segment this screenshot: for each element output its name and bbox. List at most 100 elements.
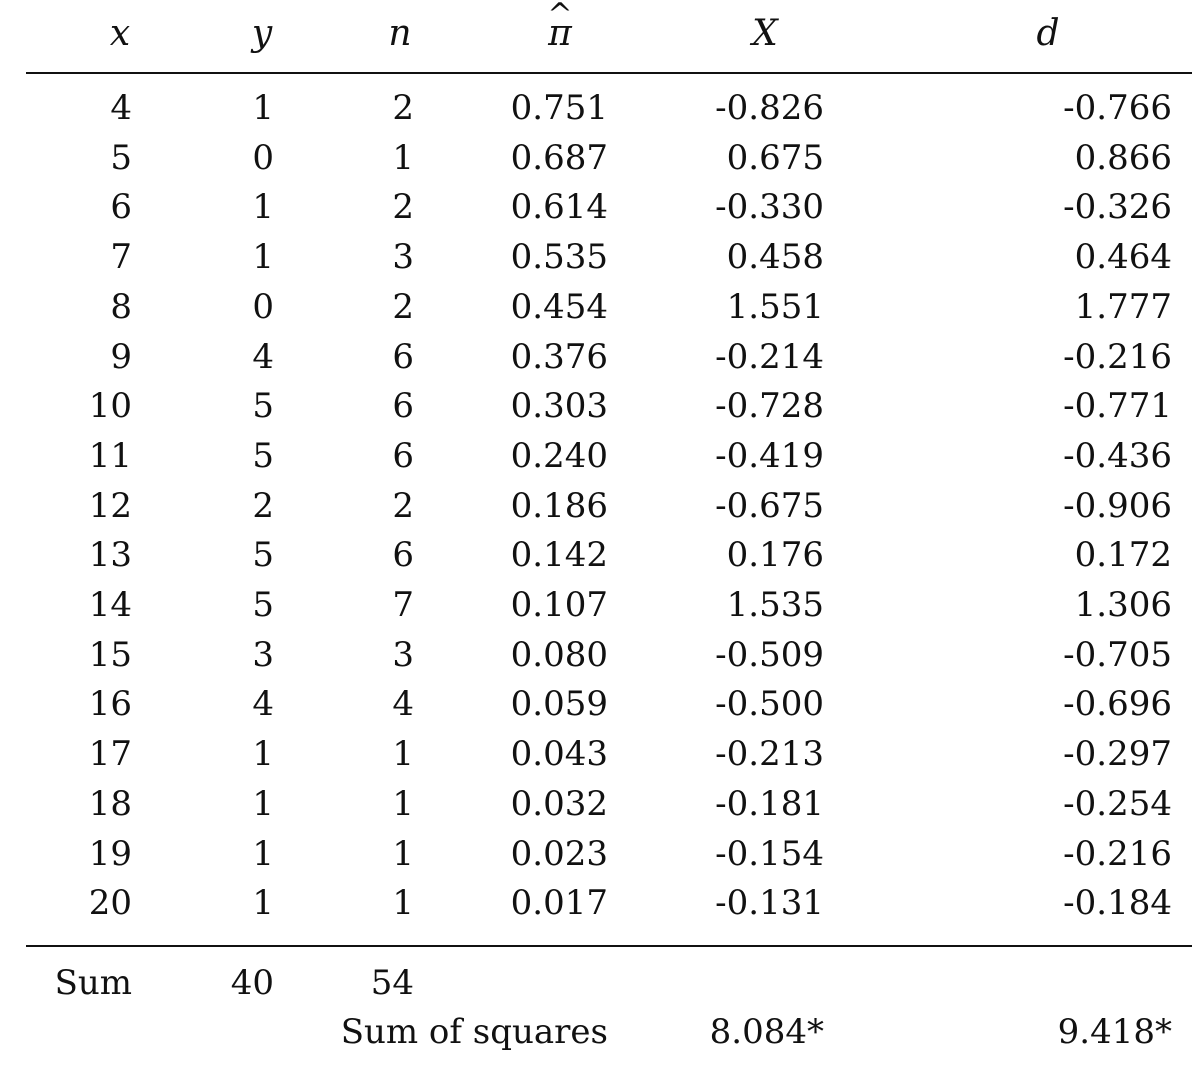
cell-deviance-residual: -0.766 <box>1063 88 1172 128</box>
cell-pearson-residual: -0.181 <box>715 783 824 824</box>
cell-deviance-residual: -0.771 <box>1063 386 1172 427</box>
cell-n: 6 <box>392 336 414 377</box>
cell-n: 3 <box>392 634 414 675</box>
cell-y: 5 <box>252 585 274 625</box>
header-x: x <box>109 13 131 54</box>
cell-y: 4 <box>252 336 274 377</box>
cell-deviance-residual: -0.216 <box>1063 336 1172 377</box>
cell-x: 9 <box>110 336 132 377</box>
cell-pi-hat: 0.186 <box>510 485 608 526</box>
cell-pearson-residual: -0.154 <box>715 833 824 874</box>
cell-pi-hat: 0.751 <box>510 88 608 128</box>
cell-n: 2 <box>392 485 414 526</box>
cell-y: 5 <box>252 386 274 427</box>
cell-x: 6 <box>110 187 132 228</box>
cell-n: 1 <box>392 137 414 178</box>
cell-x: 14 <box>88 585 132 625</box>
cell-pi-hat: 0.043 <box>510 734 608 775</box>
cell-x: 18 <box>88 783 132 824</box>
cell-pearson-residual: 0.675 <box>726 137 824 178</box>
cell-pearson-residual: -0.419 <box>715 435 824 476</box>
cell-pi-hat: 0.535 <box>510 237 608 278</box>
cell-n: 7 <box>392 585 414 625</box>
cell-y: 0 <box>252 286 274 327</box>
cell-deviance-residual: 0.464 <box>1074 237 1172 278</box>
cell-n: 4 <box>392 684 414 725</box>
cell-y: 5 <box>252 435 274 476</box>
bottom-rule <box>26 945 1192 947</box>
cell-y: 1 <box>252 833 274 874</box>
cell-pearson-residual: -0.500 <box>715 684 824 725</box>
cell-y: 3 <box>252 634 274 675</box>
cell-pi-hat: 0.687 <box>510 137 608 178</box>
cell-pearson-residual: -0.330 <box>715 187 824 228</box>
cell-pearson-residual: -0.131 <box>715 883 824 924</box>
cell-n: 3 <box>392 237 414 278</box>
cell-pi-hat: 0.376 <box>510 336 608 377</box>
cell-pearson-residual: -0.728 <box>715 386 824 427</box>
cell-pi-hat: 0.080 <box>510 634 608 675</box>
cell-pearson-residual: 0.176 <box>726 535 824 576</box>
cell-pearson-residual: -0.675 <box>715 485 824 526</box>
cell-pearson-residual: -0.213 <box>715 734 824 775</box>
top-rule <box>26 72 1192 74</box>
cell-y: 1 <box>252 883 274 924</box>
cell-x: 11 <box>88 435 132 476</box>
cell-y: 1 <box>252 187 274 228</box>
cell-deviance-residual: -0.705 <box>1063 634 1172 675</box>
header-pearson-residual: X <box>752 13 778 54</box>
cell-x: 15 <box>88 634 132 675</box>
cell-deviance-residual: -0.326 <box>1063 187 1172 228</box>
cell-pi-hat: 0.454 <box>510 286 608 327</box>
cell-n: 1 <box>392 783 414 824</box>
cell-x: 7 <box>110 237 132 278</box>
cell-pi-hat: 0.614 <box>510 187 608 228</box>
cell-y: 2 <box>252 485 274 526</box>
cell-deviance-residual: -0.184 <box>1063 883 1172 924</box>
header-n: n <box>388 13 412 54</box>
cell-x: 13 <box>88 535 132 576</box>
cell-pi-hat: 0.107 <box>510 585 608 625</box>
cell-deviance-residual: -0.216 <box>1063 833 1172 874</box>
pi-hat-symbol: π <box>548 13 572 54</box>
cell-x: 19 <box>88 833 132 874</box>
cell-pi-hat: 0.142 <box>510 535 608 576</box>
cell-pi-hat: 0.059 <box>510 684 608 725</box>
cell-n: 6 <box>392 435 414 476</box>
cell-pi-hat: 0.023 <box>510 833 608 874</box>
cell-n: 1 <box>392 734 414 775</box>
cell-deviance-residual: -0.436 <box>1063 435 1172 476</box>
cell-pearson-residual: -0.509 <box>715 634 824 675</box>
cell-deviance-residual: -0.906 <box>1063 485 1172 526</box>
cell-n: 2 <box>392 286 414 327</box>
cell-pi-hat: 0.017 <box>510 883 608 924</box>
cell-n: 1 <box>392 833 414 874</box>
cell-x: 12 <box>88 485 132 526</box>
cell-x: 5 <box>110 137 132 178</box>
sum-n: 54 <box>370 963 414 1003</box>
cell-deviance-residual: -0.297 <box>1063 734 1172 775</box>
header-y: y <box>251 13 273 54</box>
cell-n: 1 <box>392 883 414 924</box>
cell-n: 6 <box>392 386 414 427</box>
cell-n: 6 <box>392 535 414 576</box>
cell-y: 1 <box>252 783 274 824</box>
cell-pearson-residual: -0.826 <box>715 88 824 128</box>
cell-deviance-residual: -0.254 <box>1063 783 1172 824</box>
pi-hat-accent: ^ <box>547 0 573 32</box>
sum-y: 40 <box>230 963 274 1003</box>
cell-y: 0 <box>252 137 274 178</box>
sum-of-squares-X: 8.084* <box>709 1012 824 1052</box>
cell-pearson-residual: 0.458 <box>726 237 824 278</box>
cell-pi-hat: 0.303 <box>510 386 608 427</box>
cell-pi-hat: 0.032 <box>510 783 608 824</box>
cell-x: 20 <box>88 883 132 924</box>
cell-y: 5 <box>252 535 274 576</box>
sum-of-squares-label: Sum of squares <box>340 1012 608 1052</box>
cell-x: 16 <box>88 684 132 725</box>
header-deviance-residual: d <box>1036 13 1060 54</box>
header-pi-hat: ^ π <box>530 0 590 54</box>
cell-y: 4 <box>252 684 274 725</box>
cell-x: 17 <box>88 734 132 775</box>
